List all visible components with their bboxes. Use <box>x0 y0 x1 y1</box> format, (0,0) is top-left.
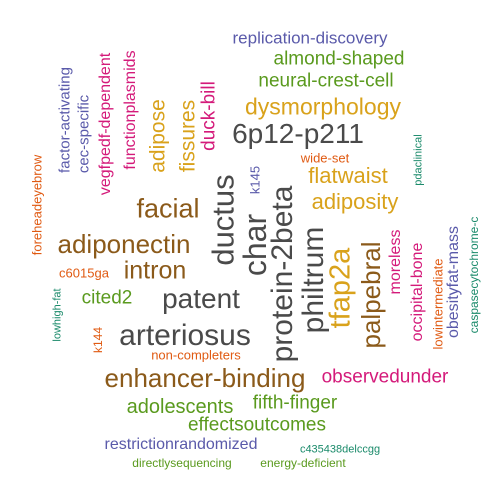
word: neural-crest-cell <box>258 70 394 92</box>
word: k145 <box>247 165 263 195</box>
word: cited2 <box>81 287 133 309</box>
word: tfap2a <box>324 247 357 329</box>
word: arteriosus <box>119 319 251 352</box>
word: protein-2beta <box>266 185 299 363</box>
word: factor-activating <box>56 67 74 173</box>
word: 6p12-p211 <box>232 118 364 149</box>
word: enhancer-binding <box>104 363 306 393</box>
word: adolescents <box>126 396 234 418</box>
word: ductus <box>205 174 241 266</box>
word: restrictionrandomized <box>104 436 258 453</box>
word: functionplasmids <box>122 50 139 170</box>
word: c6015ga <box>59 265 109 281</box>
word: k144 <box>91 326 105 354</box>
word: fifth-finger <box>252 392 338 414</box>
word: fissures <box>176 99 200 173</box>
word: duck-bill <box>198 81 220 151</box>
word: vegfpedf-dependent <box>97 52 114 196</box>
word: moreless <box>387 229 404 295</box>
word: lowintermediate <box>430 258 446 350</box>
word: caspasecytochrome-c <box>467 216 481 334</box>
word: obesityfat-mass <box>445 225 462 339</box>
word: patent <box>162 283 240 314</box>
word: directlysequencing <box>132 456 232 470</box>
word: energy-deficient <box>260 456 346 470</box>
word: non-completers <box>151 347 241 363</box>
word: intron <box>123 256 187 285</box>
word: observedunder <box>321 366 449 388</box>
word: wide-set <box>300 150 350 166</box>
word: occipital-bone <box>409 242 426 342</box>
word: adiponectin <box>57 229 191 259</box>
word: cec-specific <box>75 94 93 174</box>
word: palpebral <box>356 241 386 349</box>
word: foreheadeyebrow <box>29 154 45 256</box>
word: lowhigh-fat <box>51 288 64 342</box>
word: effectsoutcomes <box>187 414 327 436</box>
word: c435438delccgg <box>299 443 381 456</box>
word: facial <box>136 193 200 224</box>
word: pdaclinical <box>412 134 425 186</box>
word: almond-shaped <box>273 48 405 70</box>
word: dysmorphology <box>245 93 401 120</box>
word: adiposity <box>311 189 399 214</box>
word: adipose <box>146 99 170 173</box>
word: flatwaist <box>308 163 388 188</box>
word: replication-discovery <box>232 28 388 48</box>
